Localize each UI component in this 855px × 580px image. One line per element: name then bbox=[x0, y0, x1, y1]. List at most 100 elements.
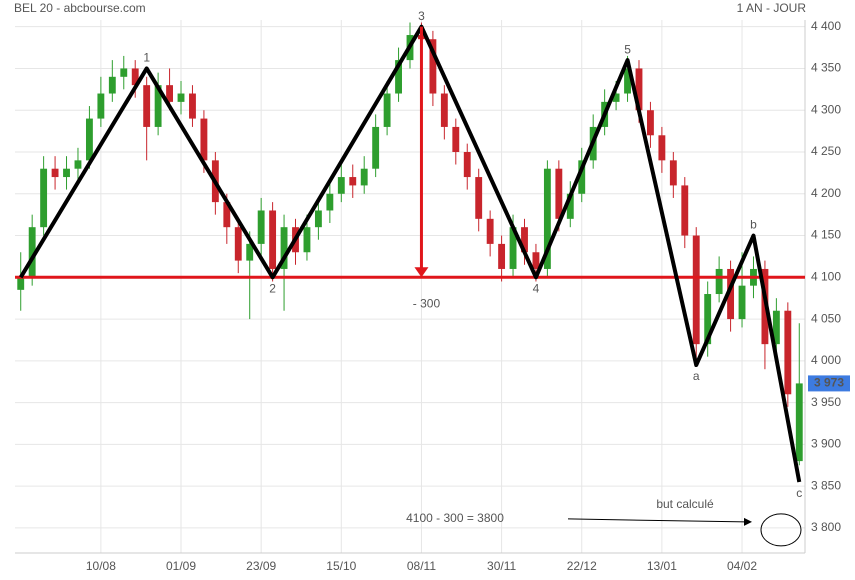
candle-body bbox=[28, 227, 36, 278]
candle-body bbox=[692, 235, 700, 345]
pointer-head bbox=[744, 517, 752, 526]
wave-label: 1 bbox=[143, 51, 150, 65]
candle-body bbox=[143, 85, 151, 127]
wave-label: 3 bbox=[418, 9, 425, 23]
candle-body bbox=[85, 118, 93, 161]
target-label: but calculé bbox=[656, 497, 714, 511]
candle-body bbox=[200, 118, 208, 161]
candle-body bbox=[498, 243, 506, 269]
x-tick-label: 22/12 bbox=[567, 559, 597, 573]
candle-body bbox=[521, 227, 528, 253]
candle-body bbox=[97, 93, 105, 119]
candle-body bbox=[326, 193, 334, 211]
candle-body bbox=[566, 193, 574, 219]
candle-body bbox=[189, 93, 196, 119]
candle-body bbox=[154, 85, 162, 127]
candle-body bbox=[795, 383, 803, 462]
target-ellipse bbox=[760, 513, 802, 547]
candle-body bbox=[578, 160, 586, 194]
y-tick-label: 3 950 bbox=[811, 395, 841, 409]
candle-body bbox=[337, 177, 345, 194]
candle-body bbox=[635, 68, 643, 111]
candle-body bbox=[543, 168, 551, 269]
candle-body bbox=[784, 310, 792, 395]
candle-body bbox=[486, 218, 494, 244]
candle-body bbox=[429, 39, 437, 94]
wave-label: 2 bbox=[269, 281, 276, 295]
candle-body bbox=[314, 210, 322, 228]
wave-label: 4 bbox=[533, 281, 540, 295]
candle-body bbox=[17, 277, 25, 290]
y-tick-label: 4 200 bbox=[811, 186, 841, 200]
candle-body bbox=[74, 160, 82, 169]
y-tick-label: 3 850 bbox=[811, 478, 841, 492]
candle-body bbox=[280, 227, 288, 269]
candle-body bbox=[120, 68, 128, 77]
y-tick-label: 4 050 bbox=[811, 311, 841, 325]
candle-body bbox=[51, 168, 59, 178]
candle-body bbox=[166, 85, 173, 102]
period-label: 1 AN - JOUR bbox=[737, 1, 807, 15]
candle-body bbox=[669, 160, 677, 186]
wave-label: a bbox=[693, 369, 700, 383]
candle-body bbox=[108, 76, 116, 94]
candle-body bbox=[772, 310, 780, 345]
candle-body bbox=[715, 268, 723, 295]
candle-body bbox=[612, 93, 620, 102]
y-tick-label: 4 300 bbox=[811, 102, 841, 116]
candle-body bbox=[727, 268, 735, 320]
candle-body bbox=[452, 126, 460, 152]
y-tick-label: 4 000 bbox=[811, 353, 841, 367]
y-tick-label: 3 900 bbox=[811, 437, 841, 451]
candle-body bbox=[704, 294, 712, 345]
x-tick-label: 30/11 bbox=[487, 559, 516, 573]
last-price-badge bbox=[808, 375, 850, 392]
x-tick-label: 13/01 bbox=[647, 559, 677, 573]
candle-body bbox=[360, 168, 368, 186]
candle-body bbox=[177, 93, 185, 102]
y-tick-label: 4 100 bbox=[811, 269, 841, 283]
candle-body bbox=[475, 177, 483, 219]
x-tick-label: 01/09 bbox=[166, 559, 196, 573]
x-tick-label: 15/10 bbox=[326, 559, 356, 573]
x-tick-label: 04/02 bbox=[727, 559, 757, 573]
candle-body bbox=[647, 110, 654, 136]
candle-body bbox=[303, 227, 311, 253]
formula-text: 4100 - 300 = 3800 bbox=[406, 511, 504, 525]
candle-body bbox=[349, 177, 357, 186]
y-tick-label: 4 400 bbox=[811, 19, 841, 33]
candle-body bbox=[40, 168, 48, 228]
candle-body bbox=[269, 210, 277, 269]
x-tick-label: 23/09 bbox=[246, 559, 276, 573]
candle-body bbox=[738, 285, 746, 320]
y-tick-label: 3 800 bbox=[811, 520, 841, 534]
candle-body bbox=[246, 243, 254, 261]
pointer-line bbox=[567, 518, 746, 523]
candle-body bbox=[463, 151, 471, 178]
arrow-label: - 300 bbox=[413, 296, 441, 310]
chart-title: BEL 20 - abcbourse.com bbox=[14, 1, 146, 15]
candle-body bbox=[383, 93, 391, 127]
last-price-label: 3 973 bbox=[814, 376, 844, 390]
candle-body bbox=[624, 68, 631, 94]
x-tick-label: 08/11 bbox=[407, 559, 436, 573]
candle-body bbox=[131, 68, 139, 86]
candle-body bbox=[395, 60, 402, 94]
candle-body bbox=[658, 135, 666, 161]
candle-body bbox=[509, 227, 517, 269]
candle-body bbox=[681, 185, 689, 236]
y-tick-label: 4 150 bbox=[811, 228, 841, 242]
candle-body bbox=[532, 252, 540, 269]
x-tick-label: 10/08 bbox=[86, 559, 116, 573]
candle-body bbox=[63, 168, 70, 178]
wave-label: b bbox=[750, 218, 757, 232]
wave-label: 5 bbox=[624, 42, 631, 56]
candle-body bbox=[440, 93, 448, 127]
candle-body bbox=[372, 126, 380, 169]
candle-body bbox=[223, 202, 231, 228]
y-tick-label: 4 250 bbox=[811, 144, 841, 158]
candle-body bbox=[555, 168, 563, 219]
y-tick-label: 4 350 bbox=[811, 61, 841, 75]
